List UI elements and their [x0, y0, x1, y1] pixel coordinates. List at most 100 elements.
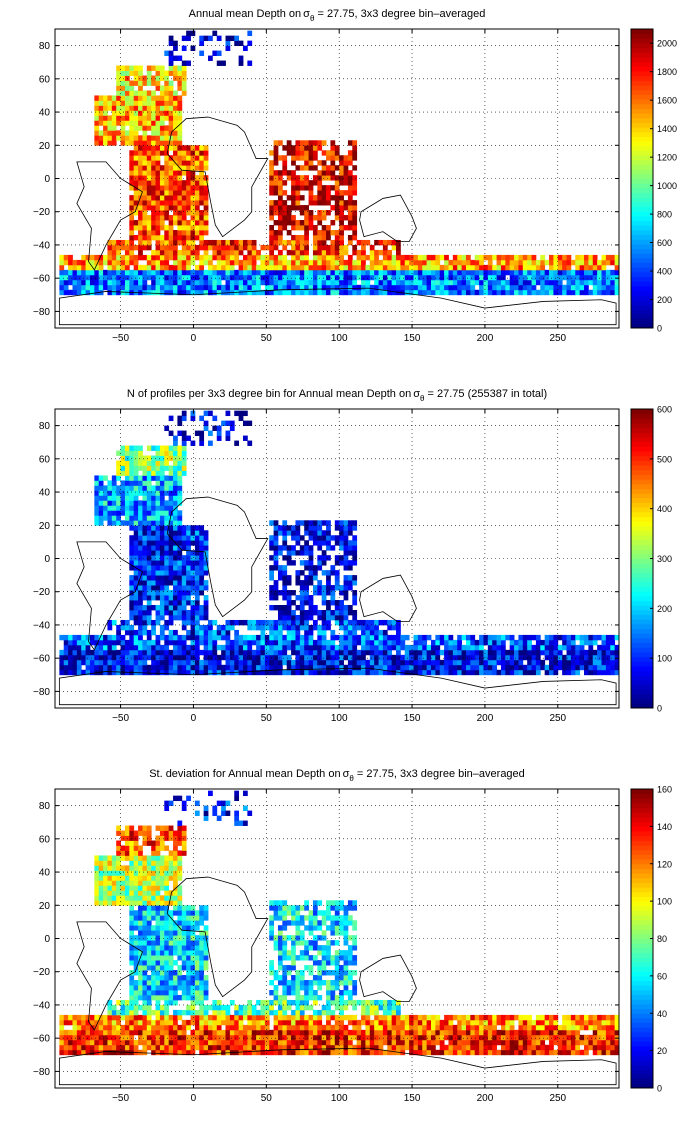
heatmap-cell: [120, 1029, 126, 1036]
heatmap-cell: [124, 999, 130, 1006]
heatmap-cell: [243, 659, 248, 666]
heatmap-cell: [142, 180, 148, 186]
heatmap-cell: [339, 190, 344, 196]
heatmap-cell: [584, 279, 589, 286]
heatmap-cell: [164, 125, 170, 131]
heatmap-cell: [194, 185, 200, 191]
heatmap-cell: [229, 664, 235, 671]
heatmap-cell: [107, 639, 113, 646]
heatmap-cell: [566, 264, 572, 271]
heatmap-cell: [124, 485, 130, 491]
heatmap-cell: [133, 935, 139, 941]
heatmap-cell: [146, 1044, 152, 1051]
heatmap-cell: [129, 980, 135, 986]
heatmap-cell: [159, 530, 165, 536]
heatmap-cell: [343, 619, 349, 626]
heatmap-cell: [326, 530, 331, 536]
heatmap-cell: [509, 274, 515, 281]
heatmap-cell: [597, 264, 602, 271]
heatmap-cell: [343, 585, 349, 591]
heatmap-cell: [133, 254, 139, 261]
heatmap-cell: [103, 1044, 108, 1051]
heatmap-cell: [151, 525, 156, 531]
heatmap-cell: [138, 90, 143, 96]
heatmap-cell: [116, 825, 121, 831]
heatmap-cell: [238, 60, 244, 66]
heatmap-cell: [264, 654, 270, 661]
heatmap-cell: [133, 525, 139, 531]
heatmap-cell: [142, 75, 148, 81]
heatmap-cell: [479, 664, 484, 671]
heatmap-cell: [155, 274, 161, 281]
heatmap-cell: [492, 664, 497, 671]
heatmap-cell: [129, 545, 135, 551]
heatmap-cell: [330, 664, 336, 671]
heatmap-cell: [312, 664, 318, 671]
heatmap-cell: [326, 580, 331, 586]
colorbar-frame: [630, 28, 654, 329]
heatmap-cell: [164, 269, 170, 276]
heatmap-cell: [527, 644, 532, 651]
heatmap-cell: [225, 619, 231, 626]
heatmap-cell: [173, 475, 178, 481]
heatmap-cell: [203, 595, 209, 601]
heatmap-cell: [138, 475, 143, 481]
heatmap-cell: [85, 289, 91, 296]
heatmap-cell: [496, 639, 502, 646]
heatmap-cell: [369, 659, 375, 666]
heatmap-cell: [85, 1034, 91, 1041]
heatmap-cell: [138, 930, 143, 936]
heatmap-cell: [151, 140, 156, 146]
heatmap-cell: [142, 550, 148, 556]
heatmap-cell: [63, 659, 69, 666]
heatmap-cell: [146, 885, 152, 891]
heatmap-cell: [356, 274, 362, 281]
heatmap-cell: [173, 525, 178, 531]
heatmap-cell: [260, 259, 266, 266]
heatmap-cell: [177, 664, 183, 671]
heatmap-cell: [203, 629, 209, 636]
heatmap-cell: [173, 510, 178, 516]
heatmap-cell: [566, 654, 572, 661]
heatmap-cell: [304, 185, 309, 191]
heatmap-cell: [59, 264, 65, 271]
heatmap-cell: [146, 244, 152, 251]
heatmap-cell: [186, 279, 191, 286]
heatmap-cell: [155, 244, 161, 251]
heatmap-cell: [347, 525, 353, 531]
heatmap-cell: [186, 525, 191, 531]
heatmap-cell: [514, 284, 519, 291]
heatmap-cell: [409, 664, 414, 671]
heatmap-cell: [159, 605, 165, 611]
heatmap-cell: [330, 264, 336, 271]
heatmap-cell: [256, 669, 261, 676]
heatmap-cell: [199, 220, 205, 226]
heatmap-cell: [146, 175, 152, 181]
heatmap-cell: [94, 269, 100, 276]
heatmap-cell: [120, 875, 126, 881]
heatmap-cell: [483, 264, 489, 271]
heatmap-cell: [334, 264, 340, 271]
heatmap-cell: [614, 644, 620, 651]
heatmap-cell: [347, 160, 353, 166]
heatmap-cell: [194, 289, 200, 296]
heatmap-cell: [111, 890, 117, 896]
heatmap-cell: [282, 575, 288, 581]
heatmap-cell: [151, 910, 156, 916]
heatmap-cell: [549, 669, 554, 676]
heatmap-cell: [155, 490, 161, 496]
heatmap-cell: [308, 565, 314, 571]
heatmap-cell: [129, 855, 135, 861]
heatmap-cell: [575, 264, 581, 271]
heatmap-cell: [120, 105, 126, 111]
heatmap-cell: [553, 254, 559, 261]
heatmap-cell: [208, 624, 213, 631]
heatmap-cell: [361, 639, 366, 646]
heatmap-cell: [107, 1014, 113, 1021]
heatmap-cell: [312, 570, 318, 576]
heatmap-cell: [103, 140, 108, 146]
heatmap-cell: [382, 654, 388, 661]
heatmap-cell: [518, 274, 524, 281]
heatmap-cell: [186, 669, 191, 676]
heatmap-cell: [308, 555, 314, 561]
